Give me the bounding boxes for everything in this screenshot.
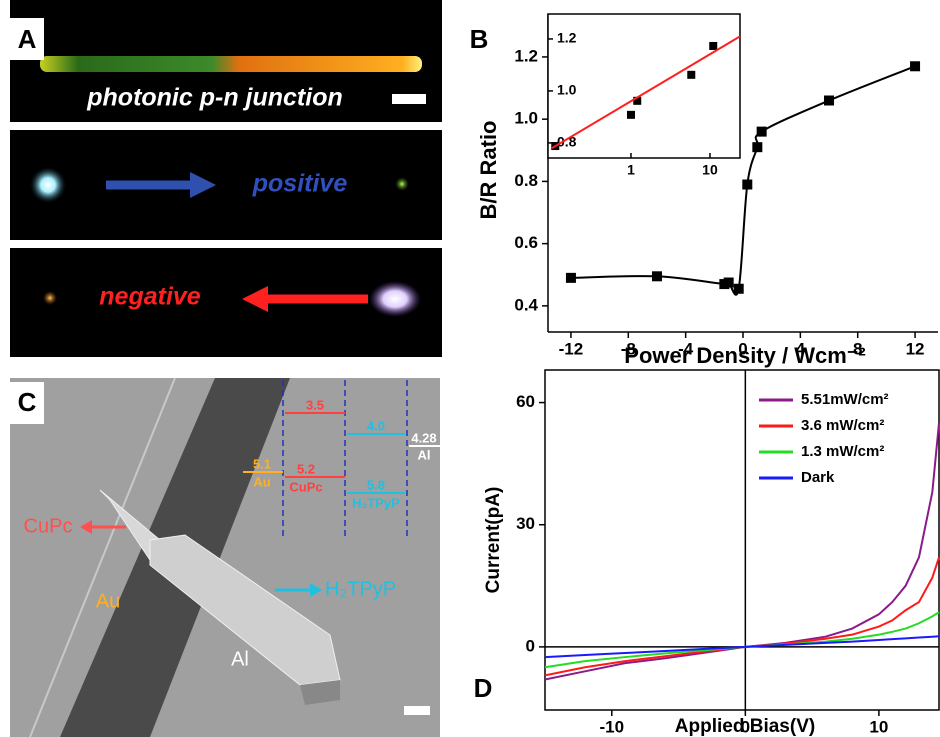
label: CuPc: [24, 515, 73, 537]
y-tick-label: 1.0: [557, 82, 577, 98]
scale-bar: [404, 706, 430, 715]
x-tick-label: 10: [869, 717, 888, 736]
data-point: [824, 96, 834, 106]
level-name: CuPc: [289, 479, 322, 494]
data-point: [652, 271, 662, 281]
level-name: Au: [253, 474, 270, 489]
x-tick-label: 1: [627, 162, 635, 178]
y-tick-label: 1.2: [557, 30, 577, 46]
label: H₂TPyP: [325, 578, 396, 600]
data-point: [627, 111, 635, 119]
data-point: [709, 42, 717, 50]
y-tick-label: 30: [516, 514, 535, 533]
y-axis-label: Current(pA): [483, 487, 504, 594]
x-tick-label: 12: [906, 339, 925, 358]
y-tick-label: 0.6: [514, 233, 538, 252]
emission: [369, 281, 421, 317]
level: 5.2: [297, 461, 315, 476]
level-name: H₂TPyP: [352, 495, 400, 510]
panel-label: D: [474, 673, 493, 703]
legend-label: 5.51mW/cm²: [801, 391, 889, 408]
panel-label: B: [470, 24, 489, 54]
level: 4.0: [367, 418, 385, 433]
label: negative: [99, 283, 201, 311]
data-point: [910, 61, 920, 71]
y-tick-label: 1.2: [514, 46, 538, 65]
panel-label: C: [18, 387, 37, 417]
data-point: [752, 142, 762, 152]
emission: [395, 177, 409, 191]
level: 4.28: [411, 430, 436, 445]
y-tick-label: 60: [516, 392, 535, 411]
x-tick-label: 10: [702, 162, 718, 178]
level: 3.5: [306, 397, 324, 412]
legend-label: Dark: [801, 469, 835, 486]
y-tick-label: 0: [526, 636, 535, 655]
y-tick-label: 1.0: [514, 109, 538, 128]
data-point: [757, 127, 767, 137]
y-tick-label: 0.4: [514, 295, 538, 314]
x-tick-label: -10: [599, 717, 624, 736]
scale-bar: [392, 94, 426, 104]
x-axis-label: Applied Bias(V): [675, 716, 815, 737]
nanowire: [40, 56, 422, 72]
series-line: [545, 557, 939, 675]
y-axis-label: B/R Ratio: [476, 121, 501, 220]
data-point: [734, 284, 744, 294]
legend-label: 3.6 mW/cm²: [801, 417, 884, 434]
label: Au: [96, 590, 120, 612]
data-point: [566, 273, 576, 283]
level: 5.8: [367, 477, 385, 492]
emission: [30, 167, 66, 203]
panel-a: photonic p-n junction positive negative …: [10, 0, 442, 357]
panel-label: A: [18, 24, 37, 54]
x-tick-label: -12: [559, 339, 584, 358]
image: [10, 130, 442, 240]
label: Al: [231, 648, 249, 670]
level: 5.1: [253, 456, 271, 471]
data-point: [687, 71, 695, 79]
panel-c: 3.5 4.0 4.28 Al 5.1 Au 5.2 CuPc 5.8 H₂TP…: [10, 378, 440, 737]
y-tick-label: 0.8: [514, 171, 538, 190]
data-point: [742, 180, 752, 190]
level-name: Al: [418, 447, 431, 462]
data-point: [724, 278, 734, 288]
x-axis-label: Power Density / Wcm⁻²: [624, 343, 865, 368]
inset-background: [548, 14, 740, 158]
legend-label: 1.3 mW/cm²: [801, 443, 884, 460]
label: positive: [252, 170, 348, 198]
emission: [43, 291, 57, 305]
figure: photonic p-n junction positive negative …: [0, 0, 940, 737]
caption: photonic p-n junction: [86, 84, 343, 112]
series-line: [545, 423, 939, 680]
